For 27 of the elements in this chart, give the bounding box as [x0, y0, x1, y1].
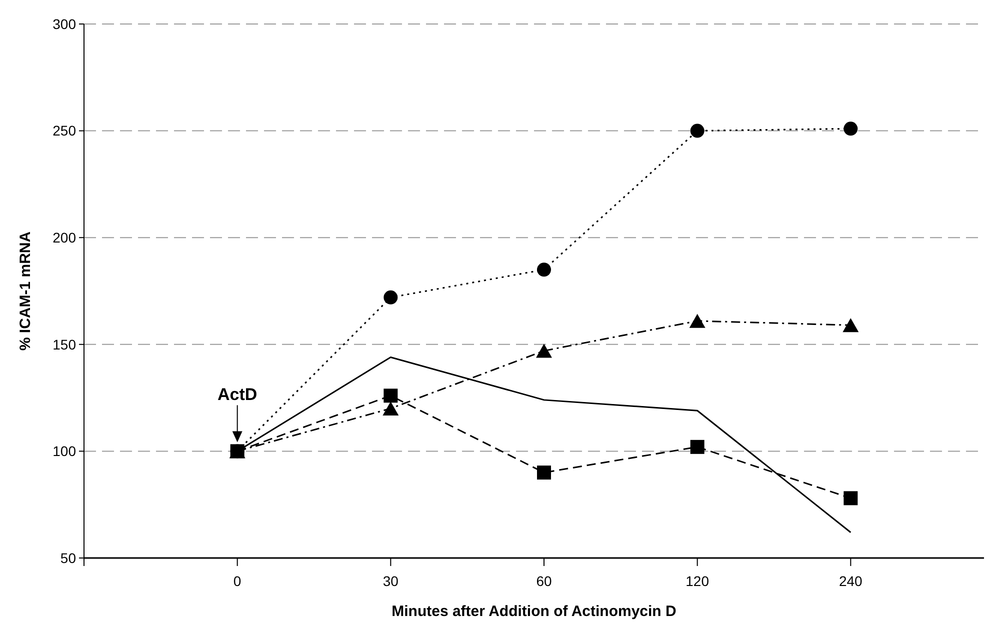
point — [690, 124, 704, 138]
point — [537, 262, 551, 277]
y-tick-label: 100 — [52, 443, 76, 460]
x-tick-label: 240 — [838, 573, 863, 589]
point — [382, 401, 399, 416]
point — [537, 466, 551, 480]
x-tick-label: 60 — [536, 573, 552, 589]
y-axis-title: % ICAM-1 mRNA — [17, 231, 34, 351]
point — [689, 314, 706, 328]
point — [384, 290, 398, 304]
y-tick-label: 50 — [60, 550, 76, 566]
y-tick-label: 150 — [52, 336, 76, 352]
point — [844, 491, 858, 506]
x-tick-label: 0 — [233, 573, 242, 589]
point — [536, 344, 552, 358]
x-tick-label: 30 — [382, 573, 399, 589]
point — [842, 318, 859, 332]
y-tick-label: 250 — [52, 122, 76, 139]
point — [690, 440, 704, 454]
y-tick-label: 200 — [52, 230, 76, 246]
x-tick-label: 120 — [686, 573, 710, 589]
y-tick-label: 300 — [52, 16, 76, 32]
point — [384, 388, 398, 403]
point — [230, 444, 244, 458]
point — [844, 122, 858, 136]
annotation: ActD — [217, 385, 258, 404]
x-axis-title: Minutes after Addition of Actinomycin D — [392, 603, 677, 620]
